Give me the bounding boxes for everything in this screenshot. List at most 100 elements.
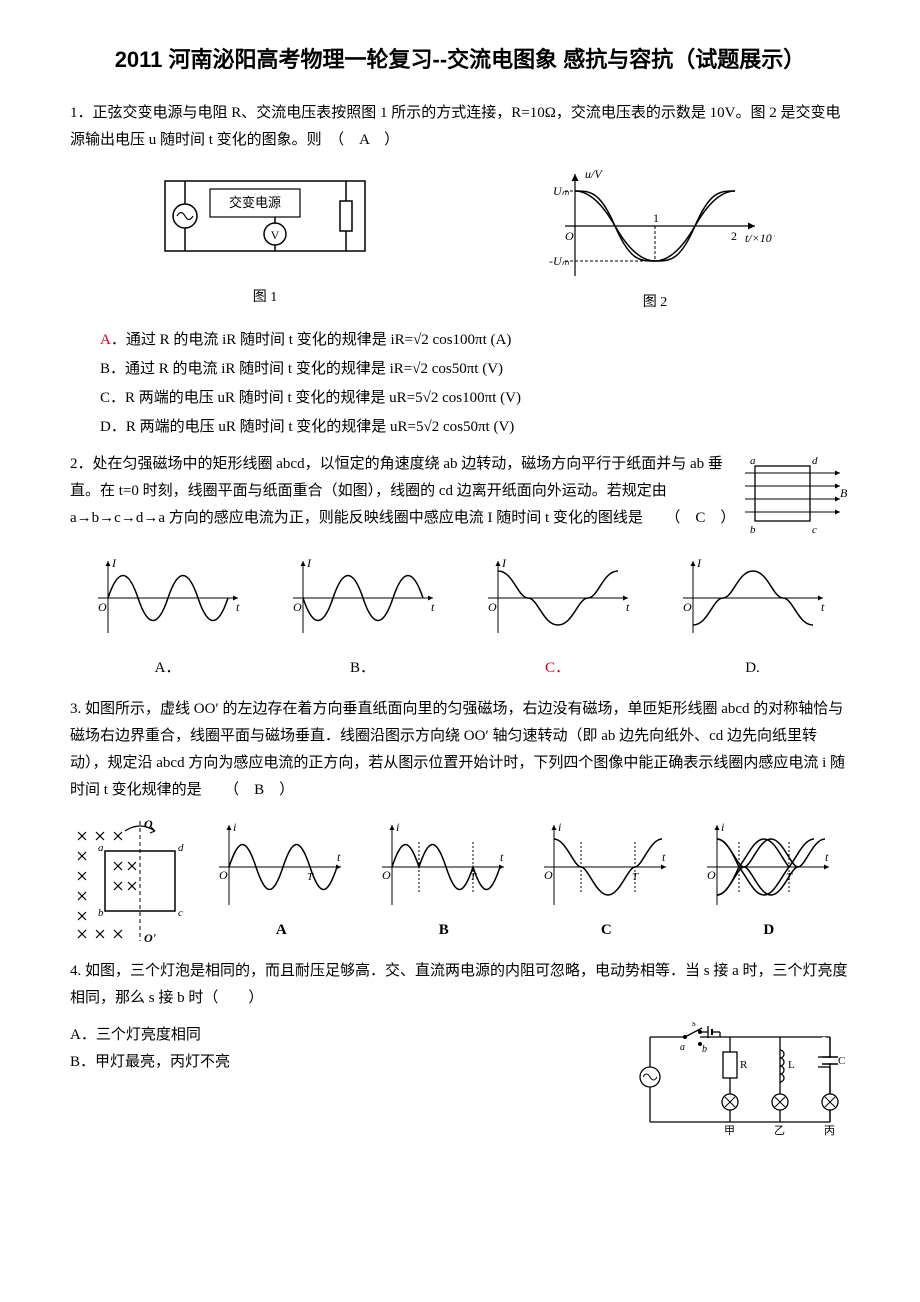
q1-options: A．通过 R 的电流 iR 随时间 t 变化的规律是 iR=√2 cos100π… (70, 327, 850, 441)
q3-setup-fig: O Oʹ a d b c (70, 816, 200, 946)
svg-text:i: i (558, 820, 561, 834)
svg-text:O: O (488, 600, 497, 614)
svg-text:d: d (178, 842, 184, 854)
q2-figB: I O t (265, 553, 460, 643)
q2-lblC: C． (460, 655, 655, 682)
svg-text:T: T (307, 871, 314, 883)
svg-text:V: V (271, 228, 280, 242)
svg-text:O: O (565, 229, 574, 243)
q4-circuit-fig: s a b R L (630, 1022, 850, 1142)
svg-text:i: i (233, 820, 236, 834)
svg-text:Oʹ: Oʹ (144, 931, 157, 945)
svg-text:I: I (306, 556, 312, 570)
svg-text:i: i (396, 820, 399, 834)
svg-text:T: T (470, 871, 477, 883)
q1-optA: ．通过 R 的电流 iR 随时间 t 变化的规律是 iR=√2 cos100πt… (111, 332, 512, 348)
q3-lblB: B (363, 917, 526, 944)
q2-lblD: D. (655, 655, 850, 682)
question-1: 1．正弦交变电源与电阻 R、交流电压表按照图 1 所示的方式连接，R=10Ω，交… (70, 100, 850, 154)
ac-source-label: 交变电源 (229, 195, 281, 210)
svg-text:t: t (821, 600, 825, 614)
q1-optC: C．R 两端的电压 uR 随时间 t 变化的规律是 uR=5√2 cos100π… (100, 385, 850, 412)
svg-text:乙: 乙 (774, 1124, 785, 1137)
svg-text:O: O (707, 868, 716, 882)
svg-text:O: O (219, 868, 228, 882)
q1-fig1: 交变电源 V 图 1 (70, 171, 460, 310)
q3-figC: i O t T C (525, 817, 688, 944)
svg-text:t: t (337, 850, 341, 864)
q2-lblB: B． (265, 655, 460, 682)
q1-optD: D．R 两端的电压 uR 随时间 t 变化的规律是 uR=5√2 cos50πt… (100, 414, 850, 441)
svg-text:t: t (236, 600, 240, 614)
page-title: 2011 河南泌阳高考物理一轮复习--交流电图象 感抗与容抗（试题展示） (70, 40, 850, 80)
question-3: 3. 如图所示，虚线 OOʹ 的左边存在着方向垂直纸面向里的匀强磁场，右边没有磁… (70, 696, 850, 804)
q4-text: 4. 如图，三个灯泡是相同的，而且耐压足够高．交、直流两电源的内阻可忽略，电动势… (70, 963, 848, 1006)
svg-text:I: I (696, 556, 702, 570)
q3-lblD: D (688, 917, 851, 944)
q2-figD: I O t (655, 553, 850, 643)
fig2-caption: 图 2 (460, 290, 850, 315)
svg-text:O: O (683, 600, 692, 614)
svg-text:T: T (786, 871, 793, 883)
svg-text:丙: 丙 (824, 1125, 835, 1137)
svg-text:b: b (750, 524, 756, 536)
fig1-caption: 图 1 (70, 285, 460, 310)
svg-text:s: s (692, 1022, 696, 1029)
svg-text:a: a (750, 455, 756, 467)
svg-text:甲: 甲 (724, 1125, 735, 1137)
q1-fig2: u/V Uₘ -Uₘ O 1 2 t/×10⁻²s 图 2 (460, 166, 850, 315)
svg-text:I: I (111, 556, 117, 570)
q2-text: 2．处在匀强磁场中的矩形线圈 abcd，以恒定的角速度绕 ab 边转动，磁场方向… (70, 456, 735, 526)
svg-text:T: T (632, 871, 639, 883)
q2-side-fig: a d b c B (740, 451, 850, 541)
q1-text: 1．正弦交变电源与电阻 R、交流电压表按照图 1 所示的方式连接，R=10Ω，交… (70, 105, 840, 148)
svg-text:O: O (293, 600, 302, 614)
q3-lblA: A (200, 917, 363, 944)
svg-text:L: L (788, 1059, 795, 1071)
svg-text:a: a (98, 842, 104, 854)
svg-text:t/×10⁻²s: t/×10⁻²s (745, 231, 775, 245)
q1-optB: B．通过 R 的电流 iR 随时间 t 变化的规律是 iR=√2 cos50πt… (100, 356, 850, 383)
q1-optA-letter: A (100, 332, 111, 348)
q3-figs: O Oʹ a d b c (70, 816, 850, 946)
question-4: 4. 如图，三个灯泡是相同的，而且耐压足够高．交、直流两电源的内阻可忽略，电动势… (70, 958, 850, 1012)
svg-text:c: c (178, 907, 183, 919)
svg-text:R: R (740, 1059, 748, 1071)
svg-text:O: O (98, 600, 107, 614)
svg-text:i: i (721, 820, 724, 834)
svg-text:1: 1 (653, 211, 659, 225)
q2-option-figs: I O t I O t I O t (70, 553, 850, 643)
svg-text:b: b (702, 1044, 707, 1055)
svg-text:a: a (680, 1042, 685, 1053)
svg-text:b: b (98, 907, 104, 919)
svg-text:t: t (626, 600, 630, 614)
svg-text:d: d (812, 455, 818, 467)
q3-figD: i O t T D (688, 817, 851, 944)
svg-text:t: t (500, 850, 504, 864)
q4-options: A．三个灯亮度相同 B．甲灯最亮，丙灯不亮 (70, 1022, 620, 1142)
q2-figC: I O t (460, 553, 655, 643)
svg-text:B: B (840, 486, 848, 500)
svg-text:Uₘ: Uₘ (553, 184, 570, 198)
svg-text:u/V: u/V (585, 167, 603, 181)
svg-text:2: 2 (731, 229, 737, 243)
question-2: 2．处在匀强磁场中的矩形线圈 abcd，以恒定的角速度绕 ab 边转动，磁场方向… (70, 451, 850, 541)
svg-text:-Uₘ: -Uₘ (549, 254, 570, 268)
q3-text: 3. 如图所示，虚线 OOʹ 的左边存在着方向垂直纸面向里的匀强磁场，右边没有磁… (70, 701, 845, 798)
svg-text:c: c (812, 524, 817, 536)
svg-text:O: O (544, 868, 553, 882)
q4-optA: A．三个灯亮度相同 (70, 1022, 620, 1049)
svg-text:t: t (825, 850, 829, 864)
svg-text:I: I (501, 556, 507, 570)
q2-lblA: A． (70, 655, 265, 682)
svg-text:O: O (382, 868, 391, 882)
svg-text:t: t (662, 850, 666, 864)
q1-figures: 交变电源 V 图 1 u/V Uₘ -Uₘ O 1 (70, 166, 850, 315)
q3-lblC: C (525, 917, 688, 944)
q4-optB: B．甲灯最亮，丙灯不亮 (70, 1049, 620, 1076)
q2-labels: A． B． C． D. (70, 655, 850, 682)
q3-figB: i O t T B (363, 817, 526, 944)
svg-text:t: t (431, 600, 435, 614)
svg-text:C: C (838, 1055, 845, 1067)
q3-figA: i O t T A (200, 817, 363, 944)
